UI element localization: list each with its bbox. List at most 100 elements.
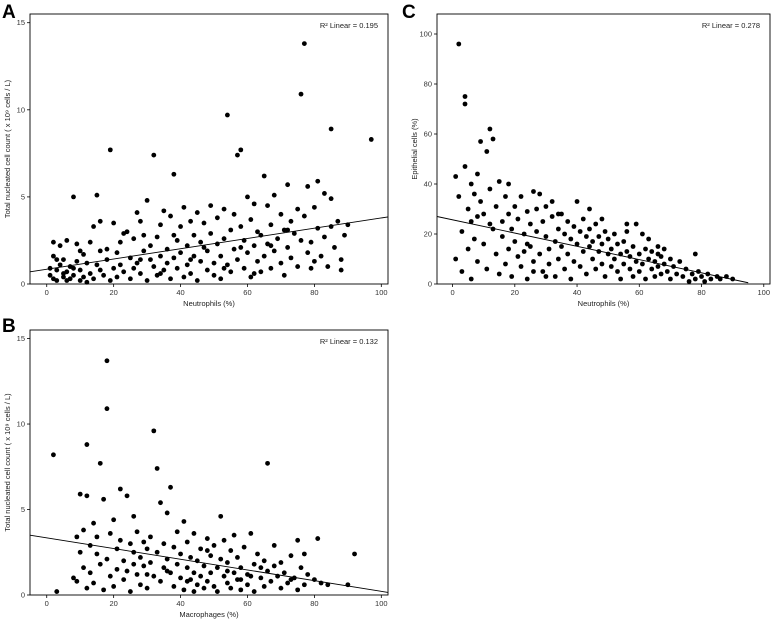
data-point (231, 246, 237, 252)
data-point (184, 539, 190, 545)
chart-panel-a: A 0 20 40 60 80 100 0 5 10 15 Neutrophils (%) Total … (2, 2, 389, 308)
data-point (248, 531, 254, 536)
data-point (97, 248, 103, 254)
data-point (94, 262, 100, 268)
data-point (342, 232, 347, 238)
data-point (301, 213, 307, 219)
data-point (164, 246, 170, 252)
data-point (111, 517, 117, 523)
data-point (258, 232, 264, 238)
data-point (471, 236, 477, 242)
data-point (101, 496, 107, 502)
data-point (291, 231, 297, 236)
data-point (131, 561, 137, 567)
data-point (308, 265, 314, 271)
panel-letter: A (2, 2, 16, 23)
data-point (322, 234, 327, 240)
regression-line (29, 534, 389, 593)
data-point (71, 272, 76, 278)
data-point (487, 126, 493, 132)
data-point (111, 584, 117, 589)
data-point (204, 548, 210, 553)
data-point (174, 238, 180, 243)
x-tick-label: 40 (573, 288, 581, 297)
data-point (680, 274, 686, 279)
data-point (515, 216, 521, 222)
data-point (531, 259, 536, 264)
data-point (211, 260, 217, 266)
data-point (271, 543, 277, 548)
data-point (101, 272, 107, 278)
data-point (241, 238, 247, 243)
data-point (228, 585, 234, 591)
regression-line (29, 216, 389, 273)
data-point (154, 234, 160, 240)
data-point (114, 274, 120, 280)
data-point (546, 246, 552, 252)
data-point (599, 261, 605, 267)
data-point (204, 578, 210, 584)
data-point (94, 534, 100, 540)
data-point (325, 264, 331, 269)
data-point (315, 225, 321, 231)
data-point (251, 561, 257, 567)
x-tick-label: 60 (243, 599, 251, 608)
data-point (131, 549, 137, 555)
data-point (692, 251, 698, 257)
x-tick-label: 80 (697, 288, 705, 297)
data-point (268, 243, 274, 249)
data-point (204, 267, 210, 273)
data-point (652, 259, 658, 264)
data-point (221, 236, 227, 242)
x-axis-label: Macrophages (%) (179, 610, 239, 619)
data-point (285, 182, 291, 188)
data-point (255, 258, 260, 264)
data-point (646, 256, 652, 262)
data-point (481, 241, 487, 247)
r2-annotation: R² Linear = 0.195 (320, 21, 378, 30)
data-point (51, 452, 56, 458)
y-tick-label: 5 (21, 192, 25, 201)
data-point (191, 253, 197, 259)
data-point (515, 254, 521, 259)
data-point (131, 265, 137, 271)
data-point (54, 589, 60, 594)
x-tick-label: 60 (243, 288, 251, 297)
data-point (305, 250, 311, 256)
data-point (245, 194, 250, 200)
data-point (64, 238, 70, 243)
data-point (151, 428, 157, 434)
data-point (605, 251, 611, 257)
data-point (311, 258, 317, 264)
data-point (194, 558, 200, 564)
data-point (208, 570, 214, 576)
data-point (368, 137, 374, 142)
data-point (531, 189, 536, 194)
data-point (311, 204, 317, 210)
x-tick-label: 40 (176, 599, 184, 608)
data-point (285, 227, 291, 233)
y-axis-label: Epithelial cells (%) (410, 118, 419, 180)
data-point (208, 231, 214, 236)
data-point (154, 466, 160, 471)
data-point (332, 245, 337, 250)
data-point (611, 256, 617, 262)
data-point (117, 537, 123, 543)
data-point (214, 589, 220, 594)
data-point (131, 513, 137, 519)
data-point (453, 174, 459, 179)
data-point (225, 560, 230, 565)
data-point (540, 219, 546, 224)
data-point (255, 229, 260, 235)
data-point (493, 251, 499, 257)
data-point (241, 544, 247, 550)
data-point (141, 563, 147, 569)
data-point (191, 232, 197, 238)
data-point (54, 267, 60, 273)
data-point (496, 179, 502, 184)
data-point (251, 589, 257, 594)
data-point (278, 260, 284, 266)
data-point (305, 184, 311, 189)
data-point (692, 276, 698, 282)
